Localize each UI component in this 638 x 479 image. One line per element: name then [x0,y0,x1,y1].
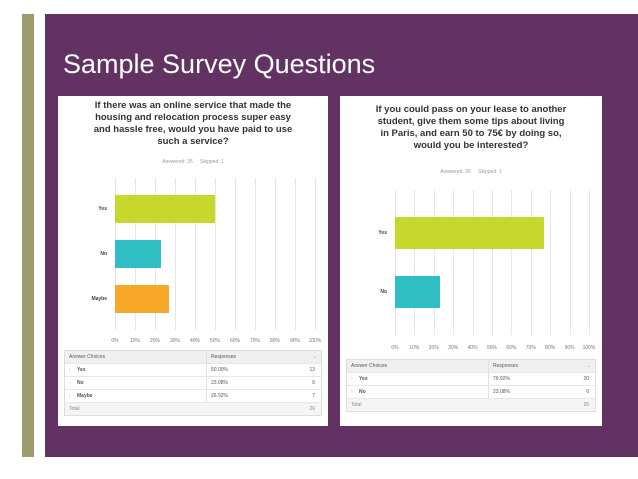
gridline [275,178,276,330]
header-answer-choices: Answer Choices [69,354,106,360]
skipped-count: Skipped: 1 [478,169,502,175]
survey-panel-housing: If there was an online service that made… [58,96,328,426]
response-stats: Answered: 26 Skipped: 1 [58,159,328,165]
category-label: No [380,289,387,295]
gridline [511,190,513,335]
expand-chevron-icon[interactable]: › [69,393,71,399]
table-row: › Maybe 26.92% 7 [65,389,321,402]
responses-table: Answer Choices Responses ⌄ › Yes 76.92% … [346,359,596,412]
x-tick-label: 40% [189,338,200,344]
answered-count: Answered: 26 [440,169,471,175]
table-header-row: Answer Choices Responses ⌄ [65,351,321,363]
bar-yes [115,195,215,223]
table-row: › No 23.08% 6 [347,385,595,398]
x-tick-label: 30% [448,345,459,351]
x-tick-label: 50% [209,338,220,344]
table-header-row: Answer Choices Responses ⌄ [347,360,595,372]
x-tick-label: 30% [169,338,180,344]
gridline [569,190,571,335]
header-responses: Responses [211,354,237,360]
category-label: Yes [98,206,107,212]
question-line: housing and relocation process super eas… [95,112,291,123]
table-row: › Yes 76.92% 20 [347,372,595,385]
answered-count: Answered: 26 [162,159,193,165]
expand-chevron-icon[interactable]: › [69,380,71,386]
skipped-count: Skipped: 1 [200,159,224,165]
responses-table: Answer Choices Responses ⌄ › Yes 50.00% … [64,350,322,416]
header-responses: Responses [493,363,519,369]
category-label: Maybe [91,296,107,302]
expand-chevron-icon[interactable]: › [351,389,353,395]
x-tick-label: 20% [149,338,160,344]
x-tick-label: 60% [506,345,517,351]
gridline [433,190,435,335]
bar-chart-lease: 0% 10% 20% 30% 40% 50% 60% 70% 80% 90% 100% Yes No [378,190,595,351]
question-title: If there was an online service that made… [58,100,328,148]
x-tick-label: 60% [229,338,240,344]
gridline [255,178,256,330]
gridline [215,178,216,330]
gridline [195,178,196,330]
bar-yes [395,217,545,249]
question-line: If there was an online service that made… [94,100,292,111]
table-total-row: Total 26 [347,398,595,411]
question-line: would you be interested? [413,140,529,151]
x-tick-label: 10% [409,345,420,351]
bar-chart-housing: 0% 10% 20% 30% 40% 50% 60% 70% 80% 90% 100% Yes No Ma… [91,178,321,344]
x-tick-label: 0% [111,338,119,344]
category-label: No [100,251,107,257]
gridline [550,190,552,335]
x-tick-label: 80% [269,338,280,344]
gridline [472,190,474,335]
x-tick-label: 80% [545,345,556,351]
x-tick-label: 0% [391,345,399,351]
gridline [315,178,316,330]
question-line: student, give them some tips about livin… [377,116,565,127]
table-row: › No 23.08% 6 [65,376,321,389]
gridline [235,178,236,330]
x-tick-label: 10% [129,338,140,344]
gridline [295,178,296,330]
bar-no [115,240,162,268]
expand-chevron-icon[interactable]: › [69,367,71,373]
bar-maybe [115,285,169,313]
question-line: in Paris, and earn 50 to 75€ by doing so… [380,128,562,139]
survey-panel-lease: If you could pass on your lease to anoth… [340,96,602,426]
accent-bar [22,14,34,457]
gridline [492,190,493,335]
gridline [414,190,416,335]
question-line: and hassle free, would you have paid to … [93,124,293,135]
gridline [175,178,176,330]
response-stats: Answered: 26 Skipped: 1 [340,169,602,175]
sort-chevron-icon[interactable]: ⌄ [586,363,591,369]
category-label: Yes [378,230,387,236]
header-answer-choices: Answer Choices [351,363,388,369]
x-tick-label: 90% [289,338,300,344]
question-title: If you could pass on your lease to anoth… [340,104,602,152]
sort-chevron-icon[interactable]: ⌄ [312,354,317,360]
x-tick-label: 20% [428,345,439,351]
bar-no [395,276,440,308]
table-total-row: Total 26 [65,402,321,415]
question-line: such a service? [157,136,229,147]
gridline [530,190,532,335]
gridline [589,190,590,335]
gridline [395,190,396,335]
expand-chevron-icon[interactable]: › [351,376,353,382]
x-tick-label: 70% [249,338,260,344]
slide-title: Sample Survey Questions [63,49,376,79]
gridline [453,190,455,335]
table-row: › Yes 50.00% 13 [65,363,321,376]
x-tick-label: 70% [525,345,536,351]
x-tick-label: 100% [308,338,322,344]
x-tick-label: 90% [564,345,575,351]
x-tick-label: 50% [486,345,497,351]
x-tick-label: 40% [467,345,478,351]
x-tick-label: 100% [582,345,596,351]
question-line: If you could pass on your lease to anoth… [375,104,567,115]
